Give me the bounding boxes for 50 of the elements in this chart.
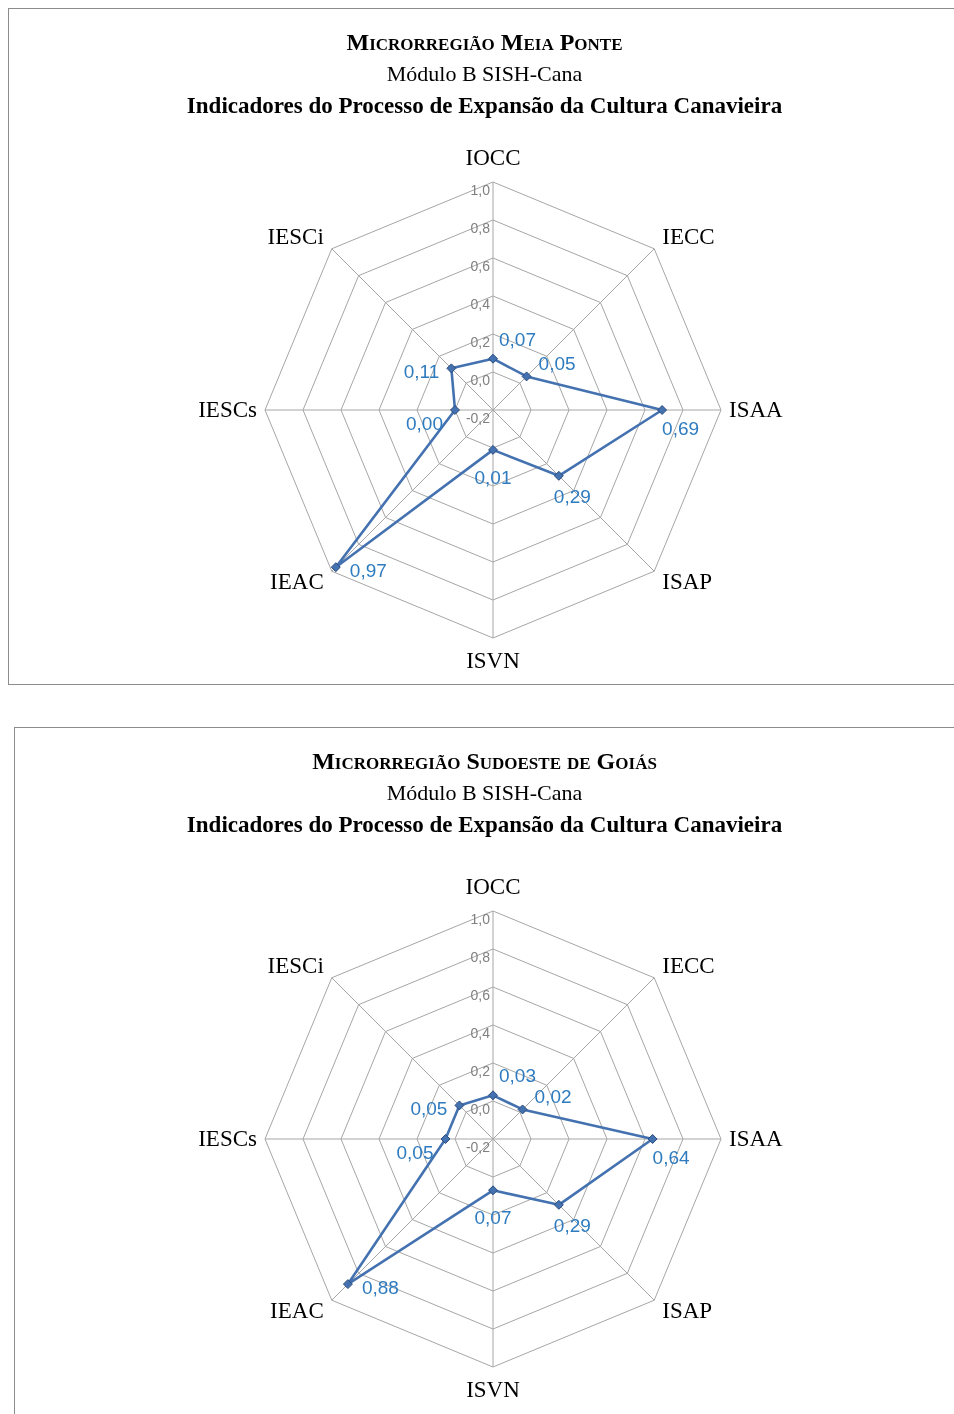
data-label: 0,01 — [474, 466, 511, 488]
spoke-label: ISAA — [728, 1125, 783, 1151]
data-label: 0,05 — [396, 1141, 433, 1163]
data-label: 0,05 — [409, 1097, 447, 1119]
chart-title: Microrregião Sudoeste de Goiás — [312, 747, 657, 776]
chart-subtitle: Módulo B SISH-Cana — [386, 779, 583, 807]
spoke-label: IESCs — [197, 396, 257, 422]
y-tick-label: 0,4 — [470, 1024, 490, 1041]
y-tick-label: 0,4 — [470, 295, 490, 312]
chart-subtitle: Módulo B SISH-Cana — [386, 60, 583, 88]
data-label: 0,97 — [349, 559, 387, 581]
y-tick-label: 0,6 — [470, 986, 490, 1003]
data-label: 0,07 — [474, 1206, 511, 1228]
spoke-label: IESCi — [267, 223, 324, 249]
y-tick-label: 0,0 — [470, 1100, 490, 1117]
y-tick-label: 0,2 — [470, 333, 490, 350]
spoke-label: IEAC — [269, 568, 324, 594]
spoke-label: IESCi — [267, 952, 324, 978]
spoke-label: ISAA — [728, 396, 783, 422]
y-tick-label: 0,8 — [470, 948, 490, 965]
data-label: 0,07 — [498, 328, 536, 350]
data-label: 0,29 — [553, 485, 591, 507]
spoke-label: IEAC — [269, 1297, 324, 1323]
spoke-label: IOCC — [465, 873, 520, 899]
data-label: 0,05 — [538, 352, 576, 374]
spoke-label: IOCC — [465, 144, 520, 170]
spoke-label: IESCs — [197, 1125, 257, 1151]
text: Indicadores do Processo de Expansão da Cultura Canavieira — [186, 92, 783, 120]
data-label: 0,88 — [361, 1276, 399, 1298]
spoke-label: ISVN — [465, 647, 520, 673]
y-tick-label: 0,6 — [470, 257, 490, 274]
y-tick-label: 0,2 — [470, 1062, 490, 1079]
data-label: 0,11 — [403, 360, 439, 382]
chart-title: Microrregião Meia Ponte — [346, 28, 623, 57]
spoke-label: ISAP — [661, 568, 712, 594]
y-tick-label: 1,0 — [470, 181, 490, 198]
data-label: 0,64 — [652, 1146, 690, 1168]
text: Indicadores do Processo de Expansão da Cultura Canavieira — [186, 811, 783, 839]
data-label: 0,69 — [661, 417, 699, 439]
data-label: 0,29 — [553, 1214, 591, 1236]
y-tick-label: 0,0 — [470, 371, 490, 388]
y-tick-label: 1,0 — [470, 910, 490, 927]
spoke-label: ISVN — [465, 1376, 520, 1402]
data-label: 0,02 — [534, 1085, 572, 1107]
spoke-label: ISAP — [661, 1297, 712, 1323]
data-label: 0,03 — [498, 1064, 536, 1086]
data-label: 0,00 — [405, 412, 443, 434]
y-tick-label: 0,8 — [470, 219, 490, 236]
spoke-label: IECC — [661, 223, 715, 249]
spoke-label: IECC — [661, 952, 715, 978]
